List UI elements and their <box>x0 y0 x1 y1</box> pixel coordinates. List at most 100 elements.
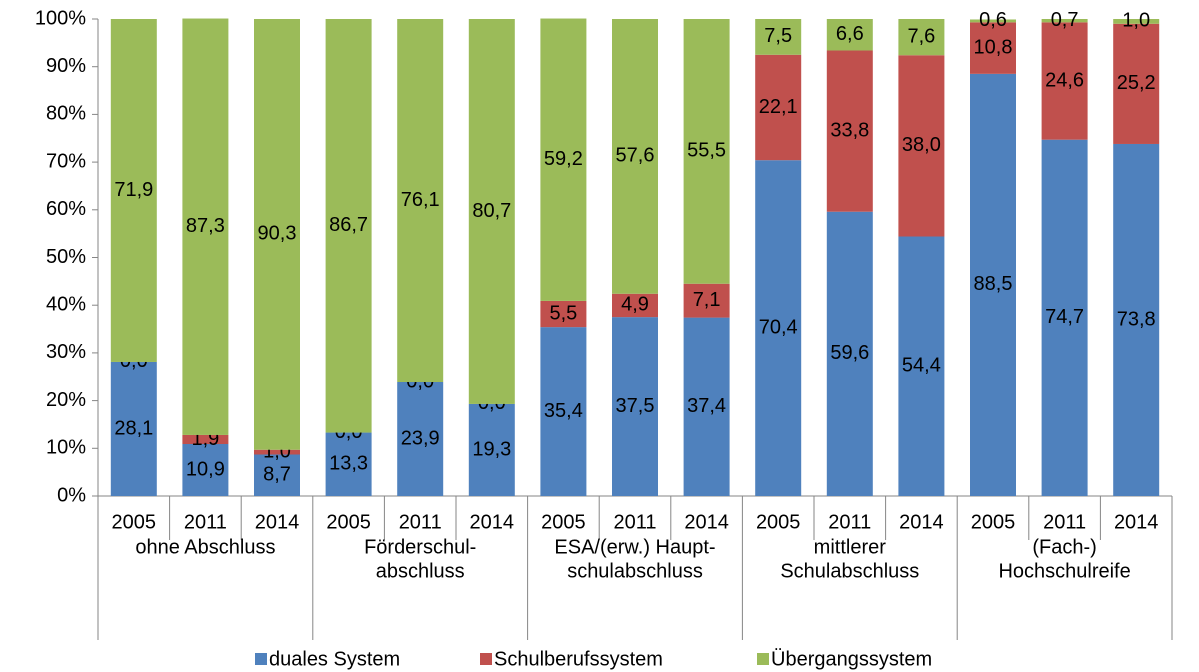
bar-segment <box>540 327 587 496</box>
group-label: Förderschul- <box>364 536 476 558</box>
y-tick-label: 80% <box>46 103 86 125</box>
group-label: Schulabschluss <box>780 560 919 582</box>
bar-segment <box>970 19 1016 23</box>
value-label: 1,0 <box>1122 10 1150 32</box>
value-label: 24,6 <box>1045 69 1084 91</box>
value-label: 70,4 <box>759 316 798 338</box>
bar-segment <box>254 19 300 450</box>
x-tick-label: 2011 <box>1043 511 1086 533</box>
bar-segment <box>755 54 802 161</box>
bar-segment <box>110 19 157 362</box>
x-tick-label: 2005 <box>756 511 801 533</box>
y-tick-label: 0% <box>57 484 86 506</box>
y-tick-label: 40% <box>46 293 86 315</box>
y-tick-label: 10% <box>46 437 86 459</box>
value-label: 59,6 <box>830 342 869 364</box>
value-label: 13,3 <box>329 453 368 475</box>
bar-segment <box>1041 19 1088 23</box>
group-label: ESA/(erw.) Haupt- <box>554 536 715 558</box>
bar-segment <box>755 160 802 496</box>
bar-segment <box>540 18 587 301</box>
value-label: 10,9 <box>186 458 225 480</box>
legend-label: Schulberufssystem <box>494 648 663 670</box>
value-label: 8,7 <box>263 464 291 486</box>
bar-segment <box>1041 22 1088 140</box>
value-label: 25,2 <box>1117 72 1156 94</box>
value-label: 23,9 <box>401 427 440 449</box>
bar-segment <box>182 444 229 496</box>
bar-segment <box>1113 23 1160 144</box>
bar-segment <box>970 22 1016 74</box>
bar-segment <box>325 19 372 433</box>
value-label: 10,8 <box>974 36 1013 58</box>
x-tick-label: 2011 <box>828 511 871 533</box>
value-label: 71,9 <box>114 179 153 201</box>
x-tick-label: 2011 <box>399 511 442 533</box>
bar-segment <box>397 19 444 382</box>
value-label: 7,1 <box>693 289 721 311</box>
bar-segment <box>612 19 658 294</box>
bar-segment <box>1113 143 1160 496</box>
bar-segment <box>182 18 229 435</box>
bar-segment <box>397 381 444 496</box>
value-label: 54,4 <box>902 355 941 377</box>
value-label: 4,9 <box>621 294 649 316</box>
bar-segment <box>254 449 300 455</box>
value-label: 59,2 <box>544 148 583 170</box>
legend-swatch <box>255 653 267 665</box>
x-tick-label: 2005 <box>112 511 157 533</box>
value-label: 6,6 <box>836 23 864 45</box>
value-label: 28,1 <box>114 417 153 439</box>
value-label: 35,4 <box>544 400 583 422</box>
bar-segment <box>468 403 515 496</box>
bar-segment <box>182 434 229 445</box>
y-tick-label: 60% <box>46 198 86 220</box>
legend-swatch <box>757 653 769 665</box>
legend-label: Übergangssystem <box>771 648 932 670</box>
bar-segment <box>468 19 515 404</box>
value-label: 90,3 <box>258 223 297 245</box>
bar-segment <box>325 432 372 496</box>
x-tick-label: 2005 <box>971 511 1016 533</box>
group-label: abschluss <box>376 560 465 582</box>
x-tick-label: 2014 <box>684 511 729 533</box>
bar-segment <box>683 283 730 318</box>
x-tick-label: 2014 <box>255 511 300 533</box>
legend-label: duales System <box>269 648 400 670</box>
value-label: 22,1 <box>759 96 798 118</box>
value-label: 7,6 <box>907 25 935 47</box>
bar-segment <box>755 19 802 55</box>
bar-segment <box>898 236 945 496</box>
group-label: mittlerer <box>814 536 887 558</box>
value-label: 86,7 <box>329 214 368 236</box>
y-tick-label: 20% <box>46 389 86 411</box>
value-label: 19,3 <box>472 438 511 460</box>
x-tick-label: 2011 <box>613 511 656 533</box>
x-tick-label: 2005 <box>326 511 371 533</box>
bar-segment <box>612 293 658 318</box>
value-label: 37,4 <box>687 395 726 417</box>
x-tick-label: 2014 <box>899 511 944 533</box>
bar-segment <box>683 19 730 284</box>
bar-segment <box>110 361 157 496</box>
value-label: 74,7 <box>1045 306 1084 328</box>
bar-segment <box>970 73 1016 496</box>
bar-segment <box>1041 139 1088 496</box>
bar-segment <box>826 50 873 212</box>
x-tick-label: 2011 <box>184 511 227 533</box>
bar-segment <box>898 55 945 237</box>
y-tick-label: 100% <box>35 7 86 29</box>
group-label: schulabschluss <box>567 560 703 582</box>
value-label: 0,7 <box>1051 9 1079 31</box>
value-label: 88,5 <box>974 273 1013 295</box>
y-tick-label: 30% <box>46 341 86 363</box>
bar-segment <box>1113 19 1160 24</box>
x-tick-label: 2014 <box>1114 511 1159 533</box>
legend-swatch <box>480 653 492 665</box>
value-label: 57,6 <box>616 145 655 167</box>
bar-segment <box>612 317 658 496</box>
value-label: 5,5 <box>549 302 577 324</box>
group-label: ohne Abschluss <box>135 536 275 558</box>
value-label: 73,8 <box>1117 308 1156 330</box>
